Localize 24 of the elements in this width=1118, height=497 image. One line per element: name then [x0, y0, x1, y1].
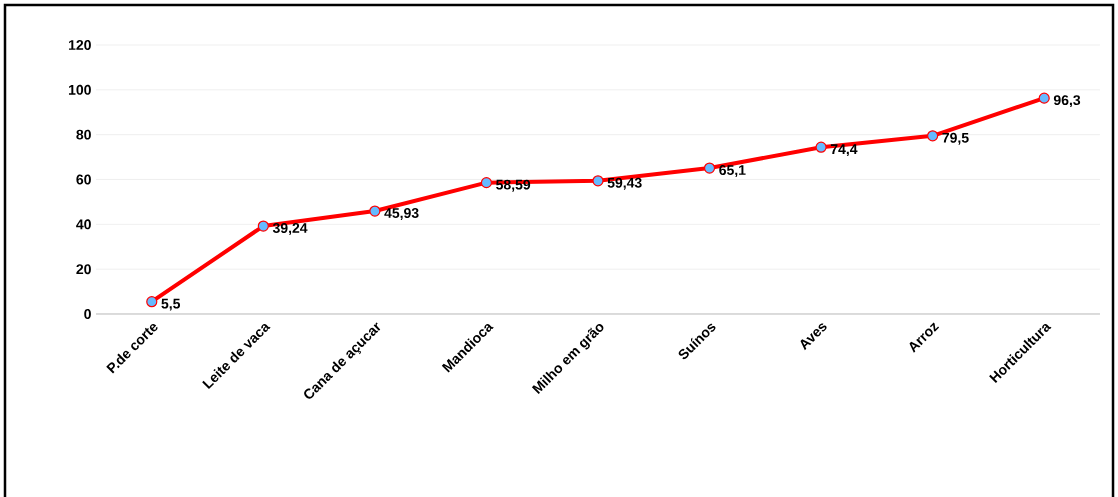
y-tick-label: 60 — [76, 174, 91, 185]
data-label: 45,93 — [384, 208, 419, 221]
y-tick-label: 20 — [76, 264, 91, 275]
y-tick-label: 120 — [68, 40, 91, 50]
data-label: 5,5 — [161, 298, 181, 311]
point — [703, 162, 716, 174]
data-label: 39,24 — [272, 223, 308, 236]
data-label: 74,4 — [830, 144, 858, 157]
data-label: 59,43 — [607, 177, 642, 190]
point — [480, 177, 493, 189]
y-tick-label: 100 — [68, 84, 91, 95]
point — [146, 296, 158, 308]
y-tick-label: 40 — [76, 219, 91, 230]
point — [927, 130, 939, 142]
point — [257, 220, 269, 232]
data-label: 79,5 — [942, 132, 969, 145]
point — [592, 175, 604, 187]
point — [1038, 92, 1050, 104]
y-tick-label: 0 — [84, 309, 91, 319]
point — [369, 205, 381, 217]
data-label: 65,1 — [719, 165, 746, 178]
data-label: 96,3 — [1053, 95, 1081, 108]
y-tick-label: 80 — [76, 129, 91, 140]
point — [815, 141, 827, 153]
